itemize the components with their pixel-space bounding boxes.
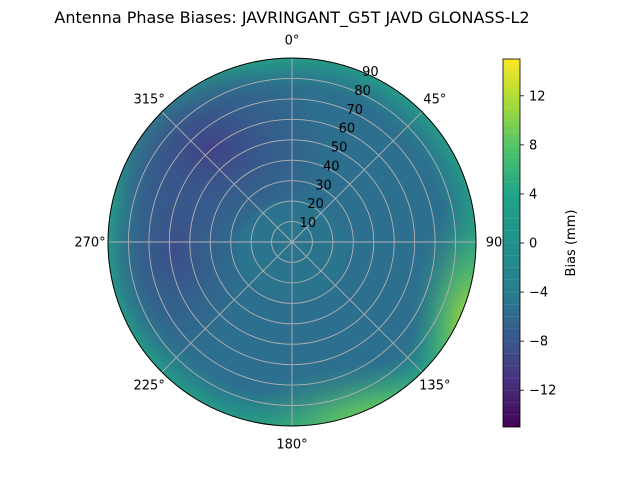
radial-tick-label: 80 [354, 84, 371, 99]
theta-tick-label: 0° [285, 34, 300, 49]
colorbar-tick-label: −4 [529, 286, 548, 301]
theta-tick-label: 45° [423, 93, 446, 108]
radial-tick-label: 10 [300, 216, 317, 231]
radial-tick-labels: 10 20 30 40 50 60 70 80 90 [300, 65, 379, 231]
radial-tick-label: 60 [339, 122, 356, 137]
colorbar-tick-label: 0 [529, 237, 537, 252]
colorbar-tick-label: −8 [529, 335, 548, 350]
radial-tick-label: 90 [362, 65, 379, 80]
chart-title: Antenna Phase Biases: JAVRINGANT_G5T JAV… [54, 8, 529, 28]
colorbar-tick-label: −12 [529, 384, 556, 399]
angular-grid-line [291, 111, 423, 243]
theta-tick-label: 135° [419, 378, 450, 393]
radial-tick-label: 50 [331, 141, 348, 156]
colorbar-tick-label: 8 [529, 138, 537, 153]
angular-grid-line [161, 111, 293, 243]
polar-outline [107, 57, 477, 427]
theta-tick-label: 90 [486, 236, 503, 251]
colorbar-tick-label: 12 [529, 89, 546, 104]
theta-tick-label: 225° [134, 378, 165, 393]
theta-tick-label: 180° [276, 438, 307, 453]
polar-plot-area [107, 57, 477, 427]
colorbar-label: Bias (mm) [564, 210, 579, 277]
theta-tick-label: 315° [134, 93, 165, 108]
radial-tick-label: 30 [315, 178, 332, 193]
colorbar-ticks: −12 −8 −4 0 4 8 12 [520, 89, 556, 399]
radial-tick-label: 70 [346, 103, 363, 118]
polar-grid [108, 58, 476, 426]
angular-grid-line [161, 241, 293, 373]
colorbar-tick-label: 4 [529, 187, 537, 202]
colorbar: −12 −8 −4 0 4 8 12 Bias (mm) [502, 58, 579, 428]
angular-grid-line [291, 241, 423, 373]
theta-tick-label: 270° [74, 236, 105, 251]
radial-tick-label: 20 [307, 197, 324, 212]
colorbar-gradient [503, 59, 520, 427]
colorbar-bands [503, 70, 520, 416]
radial-tick-label: 40 [323, 159, 340, 174]
theta-tick-labels: 0° 45° 90 135° 180° 225° 270° 315° [74, 34, 502, 453]
